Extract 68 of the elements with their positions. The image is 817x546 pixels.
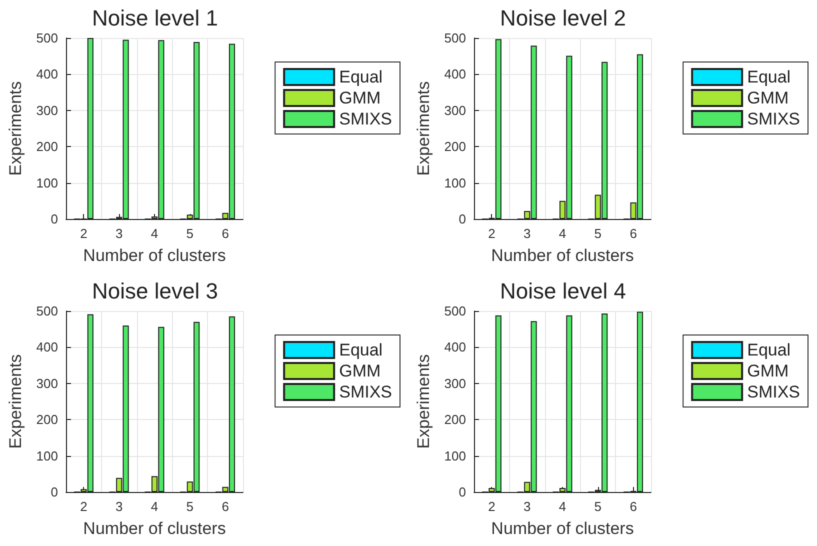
y-tick-label: 200 — [36, 139, 58, 154]
x-tick-label: 2 — [488, 499, 496, 514]
chart-title: Noise level 2 — [500, 6, 626, 30]
x-tick-label: 3 — [115, 226, 123, 241]
x-tick-label: 2 — [80, 226, 88, 241]
y-tick-label: 0 — [458, 212, 466, 226]
y-tick-label: 500 — [444, 304, 466, 318]
legend-label: SMIXS — [339, 110, 392, 128]
y-tick-label: 0 — [50, 212, 58, 226]
y-axis-title: Experiments — [6, 81, 25, 176]
x-axis-title: Number of clusters — [491, 519, 634, 538]
y-tick-label: 200 — [444, 412, 466, 428]
y-tick-label: 500 — [36, 304, 58, 318]
x-tick-label: 4 — [558, 499, 566, 514]
y-tick-label: 300 — [444, 376, 466, 391]
y-tick-label: 100 — [36, 448, 58, 464]
y-tick-label: 400 — [36, 66, 58, 82]
chart-title: Noise level 3 — [92, 278, 218, 304]
legend-label: GMM — [747, 88, 789, 108]
y-tick-label: 500 — [36, 30, 58, 46]
legend-label: SMIXS — [339, 382, 392, 402]
chart-title: Noise level 1 — [92, 6, 218, 30]
y-tick-label: 300 — [36, 376, 58, 391]
y-tick-label: 400 — [444, 66, 466, 82]
y-tick-label: 100 — [444, 175, 466, 190]
y-tick-label: 0 — [458, 484, 466, 500]
x-tick-label: 2 — [488, 226, 496, 241]
x-tick-label: 6 — [222, 499, 229, 514]
legend-label: Equal — [747, 68, 791, 86]
x-tick-label: 5 — [594, 499, 602, 514]
y-axis-title: Experiments — [414, 354, 433, 449]
legend-label: Equal — [747, 340, 791, 360]
x-tick-label: 4 — [558, 226, 566, 241]
y-tick-label: 400 — [444, 340, 466, 355]
x-tick-label: 5 — [186, 226, 194, 241]
y-tick-label: 100 — [444, 448, 466, 464]
y-tick-label: 300 — [444, 102, 466, 118]
x-tick-label: 4 — [150, 499, 158, 514]
x-tick-label: 5 — [594, 226, 602, 241]
y-tick-label: 200 — [444, 139, 466, 154]
x-axis-title: Number of clusters — [83, 519, 226, 538]
legend-label: Equal — [339, 68, 383, 86]
legend-label: SMIXS — [747, 382, 800, 402]
y-tick-label: 200 — [36, 412, 58, 428]
legend-label: GMM — [339, 88, 381, 108]
legend-label: Equal — [339, 340, 383, 360]
y-tick-label: 300 — [36, 102, 58, 118]
y-tick-label: 400 — [36, 340, 58, 355]
chart-title: Noise level 4 — [500, 278, 626, 304]
x-tick-label: 3 — [115, 499, 123, 514]
legend-label: GMM — [747, 362, 789, 380]
y-tick-label: 500 — [444, 30, 466, 46]
legend-label: SMIXS — [747, 110, 800, 128]
x-tick-label: 6 — [630, 226, 637, 241]
y-axis-title: Experiments — [414, 81, 433, 176]
y-tick-label: 100 — [36, 175, 58, 190]
x-axis-title: Number of clusters — [491, 246, 634, 265]
x-tick-label: 6 — [630, 499, 637, 514]
x-tick-label: 3 — [523, 499, 531, 514]
x-tick-label: 3 — [523, 226, 531, 241]
x-axis-title: Number of clusters — [83, 246, 226, 265]
x-tick-label: 2 — [80, 499, 88, 514]
legend-label: GMM — [339, 362, 381, 380]
x-tick-label: 4 — [150, 226, 158, 241]
x-tick-label: 5 — [186, 499, 194, 514]
x-tick-label: 6 — [222, 226, 229, 241]
y-axis-title: Experiments — [6, 354, 25, 449]
y-tick-label: 0 — [50, 484, 58, 500]
